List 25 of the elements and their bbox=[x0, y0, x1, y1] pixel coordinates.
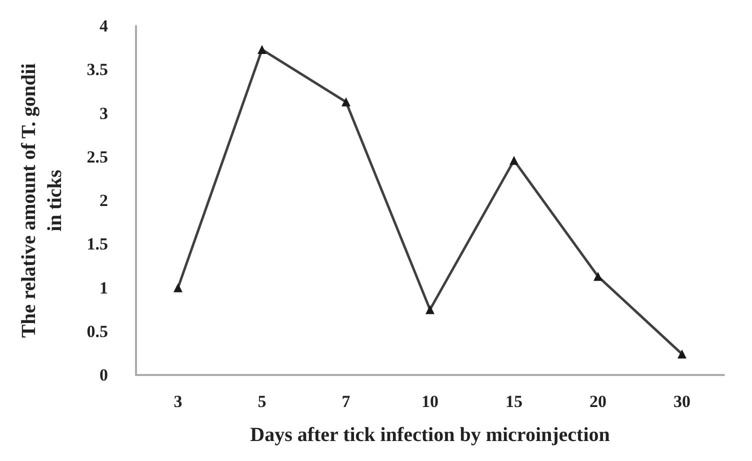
point bbox=[510, 156, 518, 165]
x-tick-label: 20 bbox=[590, 392, 606, 411]
point bbox=[174, 283, 182, 292]
point bbox=[594, 272, 602, 281]
y-tick-label: 1.5 bbox=[86, 234, 108, 254]
y-tick-label: 2.5 bbox=[86, 147, 108, 166]
x-tick-label: 15 bbox=[506, 392, 522, 411]
y-tick-label: 1 bbox=[100, 278, 108, 298]
y-tick-label: 4 bbox=[100, 16, 108, 36]
x-tick-label: 10 bbox=[422, 392, 438, 411]
point bbox=[426, 305, 434, 314]
point bbox=[258, 45, 266, 54]
y-tick-label: 3 bbox=[100, 104, 108, 123]
x-tick-label: 5 bbox=[258, 392, 266, 411]
y-tick-label: 2 bbox=[100, 191, 108, 210]
x-tick-label: 3 bbox=[174, 392, 182, 411]
x-tick-label: 7 bbox=[342, 392, 351, 411]
x-tick-label: 30 bbox=[674, 392, 690, 411]
y-axis-title: The relative amount of T. gondii in ticks bbox=[18, 62, 66, 338]
point bbox=[342, 97, 350, 106]
point bbox=[678, 350, 686, 359]
y-tick-label: 0 bbox=[100, 366, 108, 384]
x-axis-title: Days after tick infection by microinjection bbox=[250, 424, 610, 446]
y-tick-label: 0.5 bbox=[86, 322, 108, 341]
y-tick-label: 3.5 bbox=[86, 60, 108, 80]
